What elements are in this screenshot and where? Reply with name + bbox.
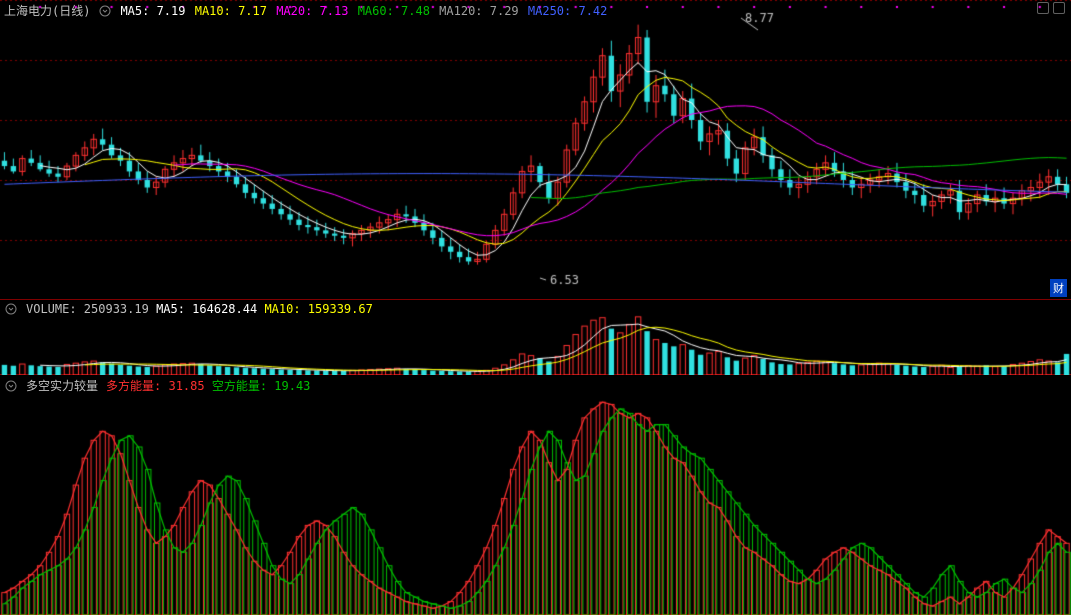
ma-label-ma10: MA10: 7.17: [195, 4, 267, 18]
expand-icon[interactable]: [1037, 2, 1049, 14]
settings-icon[interactable]: [4, 302, 18, 316]
indicator-panel[interactable]: 多空实力较量 多方能量: 31.85 空方能量: 19.43: [0, 375, 1071, 615]
volume-labels: VOLUME: 250933.19 MA5: 164628.44 MA10: 1…: [26, 302, 373, 316]
main-header: 上海电力(日线) MA5: 7.19 MA10: 7.17 MA20: 7.13…: [4, 2, 609, 19]
stock-title: 上海电力(日线): [4, 2, 90, 19]
candlestick-panel[interactable]: 上海电力(日线) MA5: 7.19 MA10: 7.17 MA20: 7.13…: [0, 0, 1071, 300]
ma-label-ma250: MA250: 7.42: [528, 4, 607, 18]
ma-label-ma120: MA120: 7.29: [439, 4, 518, 18]
ma-label-ma60: MA60: 7.48: [358, 4, 430, 18]
indicator-labels: 多方能量: 31.85 空方能量: 19.43: [106, 377, 310, 394]
volume-label-volume: VOLUME: 250933.19: [26, 302, 149, 316]
ma-label-ma20: MA20: 7.13: [276, 4, 348, 18]
volume-label-ma10: MA10: 159339.67: [264, 302, 372, 316]
ma-labels: MA5: 7.19 MA10: 7.17 MA20: 7.13 MA60: 7.…: [120, 4, 609, 18]
candlestick-canvas[interactable]: [0, 0, 1071, 300]
panel-controls: [1037, 2, 1065, 14]
indicator-label: 多方能量: 31.85: [106, 379, 205, 393]
indicator-label: 空方能量: 19.43: [212, 379, 311, 393]
volume-label-ma5: MA5: 164628.44: [156, 302, 257, 316]
indicator-header: 多空实力较量 多方能量: 31.85 空方能量: 19.43: [4, 377, 310, 394]
indicator-title: 多空实力较量: [26, 377, 98, 394]
settings-icon[interactable]: [4, 379, 18, 393]
close-icon[interactable]: [1053, 2, 1065, 14]
ma-label-ma5: MA5: 7.19: [120, 4, 185, 18]
settings-icon[interactable]: [98, 4, 112, 18]
volume-panel[interactable]: VOLUME: 250933.19 MA5: 164628.44 MA10: 1…: [0, 300, 1071, 375]
volume-header: VOLUME: 250933.19 MA5: 164628.44 MA10: 1…: [4, 302, 373, 316]
news-badge[interactable]: 财: [1050, 279, 1067, 297]
indicator-canvas[interactable]: [0, 375, 1071, 615]
